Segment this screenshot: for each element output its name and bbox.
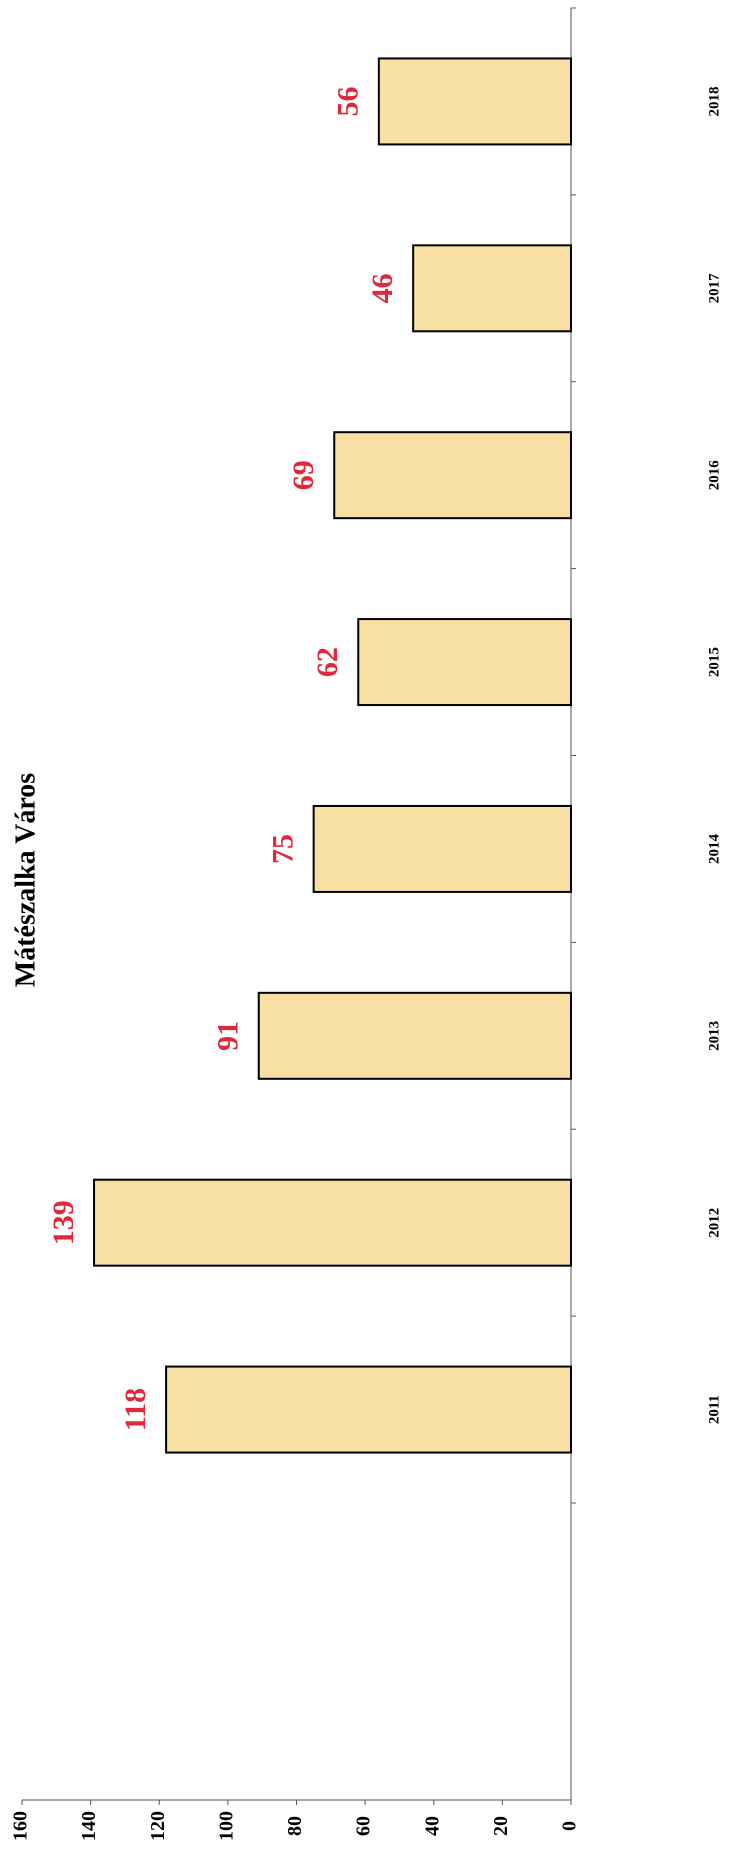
bar — [312, 804, 572, 893]
data-label: 75 — [267, 834, 300, 864]
data-label: 62 — [311, 647, 344, 677]
x-tick-label: 2014 — [706, 833, 722, 864]
bar — [357, 618, 573, 707]
y-tick-label: 0 — [559, 1821, 581, 1831]
y-tick-label: 140 — [78, 1811, 100, 1841]
bar — [412, 244, 572, 333]
bar — [333, 431, 572, 520]
y-tick-label: 80 — [284, 1816, 306, 1836]
y-tick-label: 160 — [10, 1811, 32, 1841]
x-tick-label: 2015 — [706, 647, 722, 677]
x-tick-label: 2016 — [706, 460, 722, 491]
y-tick-label: 40 — [421, 1816, 443, 1836]
data-label: 91 — [212, 1021, 245, 1051]
rotated-chart: Mátészalka Város 0 20 40 60 80 100 120 140 160 20… — [10, 7, 722, 1841]
bar — [165, 1365, 573, 1454]
data-label: 46 — [366, 273, 399, 303]
bar — [377, 57, 572, 146]
x-tick-label: 2018 — [706, 86, 722, 116]
y-tick-label: 20 — [490, 1816, 512, 1836]
data-label: 56 — [332, 86, 365, 116]
x-tick-label: 2013 — [706, 1021, 722, 1051]
y-tick-label: 60 — [353, 1816, 375, 1836]
x-tick-label: 2012 — [706, 1208, 722, 1238]
y-tick-label: 120 — [147, 1811, 169, 1841]
data-label: 69 — [287, 460, 320, 490]
data-label: 139 — [47, 1200, 80, 1245]
bar — [93, 1178, 573, 1267]
x-tick-label: 2017 — [706, 273, 722, 304]
chart-title: Mátészalka Város — [10, 773, 41, 987]
bar — [257, 991, 572, 1080]
x-tick-label: 2011 — [706, 1395, 722, 1424]
data-label: 118 — [119, 1388, 152, 1431]
y-tick-label: 100 — [215, 1811, 237, 1841]
